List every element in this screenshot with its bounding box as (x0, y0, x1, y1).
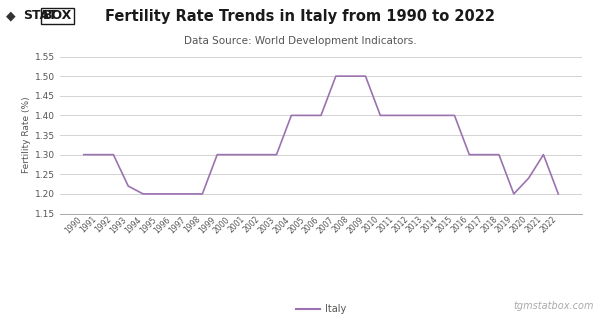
Text: tgmstatbox.com: tgmstatbox.com (514, 301, 594, 311)
Text: STAT: STAT (23, 9, 56, 22)
Text: BOX: BOX (43, 9, 73, 22)
Text: Fertility Rate Trends in Italy from 1990 to 2022: Fertility Rate Trends in Italy from 1990… (105, 9, 495, 24)
Y-axis label: Fertility Rate (%): Fertility Rate (%) (22, 97, 31, 173)
Legend: Italy: Italy (292, 300, 350, 314)
Text: Data Source: World Development Indicators.: Data Source: World Development Indicator… (184, 36, 416, 46)
Text: ◆: ◆ (6, 9, 20, 22)
